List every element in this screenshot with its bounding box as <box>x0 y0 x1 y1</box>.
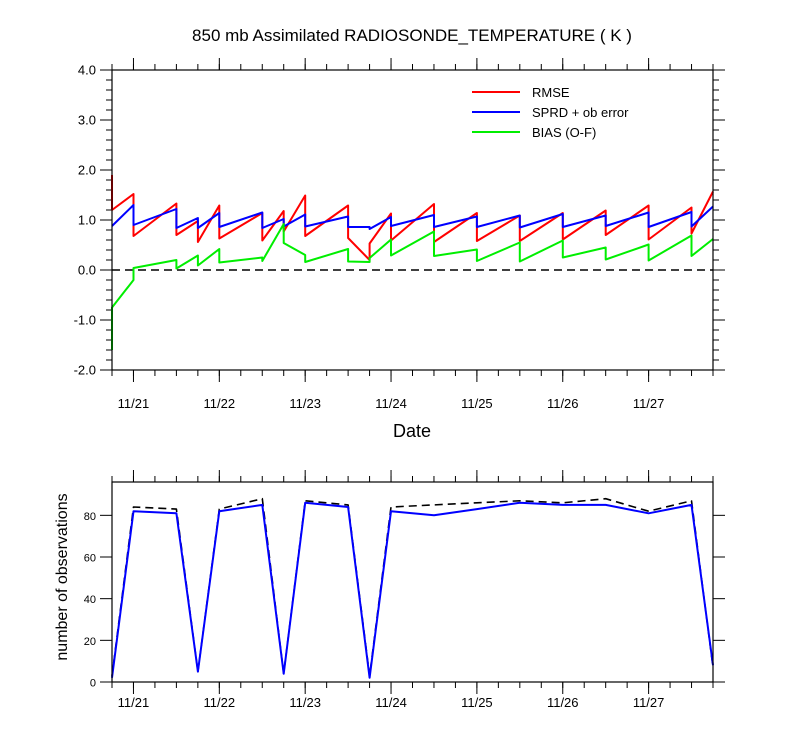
y-tick-label: -1.0 <box>74 313 96 328</box>
x-tick-label: 11/24 <box>375 396 407 411</box>
legend: RMSE SPRD + ob error BIAS (O-F) <box>472 85 629 140</box>
x-tick-label: 11/27 <box>633 695 665 710</box>
y-tick-label: 4.0 <box>78 63 96 78</box>
x-tick-label: 11/24 <box>375 695 407 710</box>
top-chart: 850 mb Assimilated RADIOSONDE_TEMPERATUR… <box>74 26 725 441</box>
series-line-possible <box>111 497 714 677</box>
y-tick-label: 40 <box>84 594 96 606</box>
y-tick-label: 20 <box>84 636 96 648</box>
y-tick-label: 3.0 <box>78 113 96 128</box>
chart-title: 850 mb Assimilated RADIOSONDE_TEMPERATUR… <box>192 26 632 45</box>
bottom-series-layer <box>111 497 714 679</box>
legend-label: SPRD + ob error <box>532 105 629 120</box>
x-axis-title: Date <box>393 421 431 441</box>
x-tick-label: 11/23 <box>289 396 321 411</box>
y-tick-label: 0 <box>90 678 96 690</box>
x-tick-label: 11/25 <box>461 396 493 411</box>
x-tick-label: 11/22 <box>204 396 236 411</box>
y-tick-label: -2.0 <box>74 363 96 378</box>
x-tick-label: 11/26 <box>547 396 579 411</box>
x-tick-label: 11/22 <box>204 695 236 710</box>
bottom-plot-frame <box>111 481 714 683</box>
series-line-sprd-ob-error <box>111 204 714 230</box>
legend-label: BIAS (O-F) <box>532 125 596 140</box>
y-tick-label: 0.0 <box>78 263 96 278</box>
y-tick-label: 2.0 <box>78 163 96 178</box>
x-tick-label: 11/26 <box>547 695 579 710</box>
y-axis-title: number of observations <box>54 493 71 660</box>
top-series-layer <box>111 175 714 350</box>
top-plot-frame <box>111 69 714 371</box>
series-line-assimilated <box>111 501 714 679</box>
legend-label: RMSE <box>532 85 570 100</box>
x-tick-label: 11/23 <box>289 695 321 710</box>
bottom-chart: number of observations 0 20 40 60 80 11/21 11/… <box>54 470 725 710</box>
series-line-rmse <box>111 175 714 261</box>
x-tick-label: 11/21 <box>118 396 150 411</box>
top-ticks-layer: -2.0 -1.0 0.0 1.0 2.0 3.0 4.0 11/21 11/22 11/23 11… <box>74 58 725 411</box>
x-tick-label: 11/21 <box>118 695 150 710</box>
y-tick-label: 1.0 <box>78 213 96 228</box>
bottom-ticks-layer: 0 20 40 60 80 11/21 11/22 11/23 11/24 11/25 11/26 1… <box>84 470 725 710</box>
y-tick-label: 60 <box>84 553 96 565</box>
x-tick-label: 11/25 <box>461 695 493 710</box>
x-tick-label: 11/27 <box>633 396 665 411</box>
series-line-bias-o-f <box>111 223 714 350</box>
y-tick-label: 80 <box>84 511 96 523</box>
